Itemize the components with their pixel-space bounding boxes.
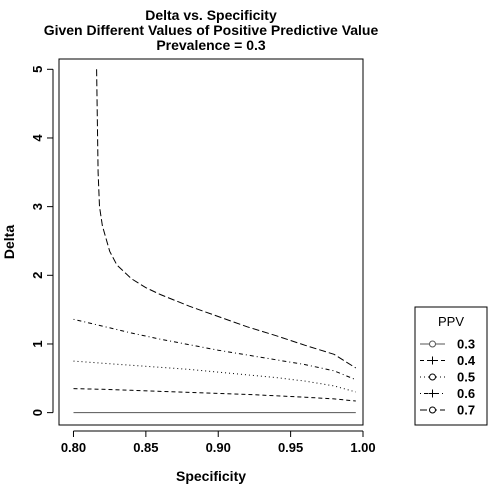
- legend-circle-marker: [429, 340, 436, 348]
- y-tick-label: 3: [30, 203, 45, 210]
- legend-label: 0.4: [457, 353, 476, 368]
- legend-item-ppv-0-7: 0.7: [420, 403, 475, 418]
- chart-title-line-3: Prevalence = 0.3: [156, 37, 266, 53]
- legend-item-ppv-0-4: 0.4: [420, 353, 476, 368]
- plot-box: [58, 58, 364, 426]
- x-tick-label: 0.85: [133, 440, 158, 455]
- legend-label: 0.3: [457, 337, 475, 352]
- legend-item-ppv-0-3: 0.3: [420, 337, 475, 352]
- legend-item-ppv-0-5: 0.5: [420, 370, 475, 385]
- legend-plus-marker: [428, 356, 437, 365]
- series-line-ppv-0-6: [73, 318, 356, 381]
- legend-circle-marker: [429, 373, 436, 381]
- legend-title: PPV: [438, 314, 464, 329]
- legend: PPV 0.30.4 0.50.6 0.7: [414, 306, 488, 426]
- legend-label: 0.7: [457, 403, 475, 418]
- y-tick-label: 4: [30, 134, 45, 142]
- x-tick-label: 1.00: [350, 440, 375, 455]
- y-axis: 0 1 2 3 4 5: [30, 66, 54, 416]
- legend-plus-marker: [428, 389, 437, 398]
- chart-title-line-2: Given Different Values of Positive Predi…: [44, 22, 379, 38]
- series-line-ppv-0-7: [96, 69, 357, 369]
- legend-item-ppv-0-6: 0.6: [420, 386, 475, 401]
- legend-label: 0.5: [457, 370, 475, 385]
- legend-box: [414, 306, 488, 426]
- series-line-ppv-0-5: [73, 360, 356, 393]
- x-axis: 0.80 0.85 0.90 0.95 1.00: [61, 430, 376, 455]
- x-tick-label: 0.80: [61, 440, 86, 455]
- legend-label: 0.6: [457, 386, 475, 401]
- x-tick-label: 0.95: [278, 440, 303, 455]
- series-layer: [73, 69, 357, 414]
- y-axis-label: Delta: [1, 225, 17, 259]
- x-tick-label: 0.90: [206, 440, 231, 455]
- y-tick-label: 2: [30, 272, 45, 279]
- legend-circle-marker: [429, 406, 436, 414]
- y-tick-label: 5: [30, 66, 45, 73]
- x-axis-label: Specificity: [176, 468, 246, 484]
- y-tick-label: 0: [30, 409, 45, 416]
- chart-title-line-1: Delta vs. Specificity: [145, 7, 277, 23]
- series-line-ppv-0-4: [73, 388, 356, 402]
- y-tick-label: 1: [30, 340, 45, 347]
- legend-items: 0.30.4 0.50.6 0.7: [420, 337, 476, 418]
